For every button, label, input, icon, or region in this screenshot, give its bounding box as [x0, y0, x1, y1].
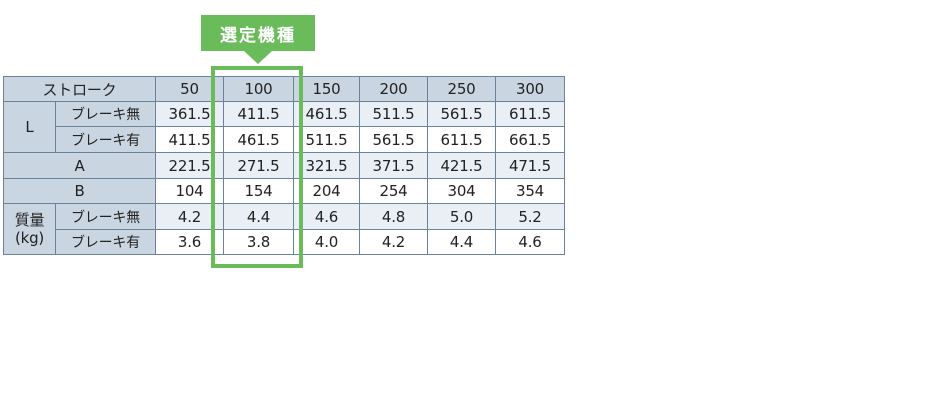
stroke-50-header: 50	[156, 77, 224, 102]
badge-pointer-arrow-icon	[244, 51, 272, 64]
row-label-A: A	[4, 153, 156, 179]
table-cell: 4.2	[156, 204, 224, 230]
table-cell: 3.6	[156, 230, 224, 255]
table-cell: 4.4	[428, 230, 496, 255]
mass-label: 質量	[14, 211, 45, 229]
table-cell: 304	[428, 179, 496, 204]
table-cell: 361.5	[156, 102, 224, 127]
selected-model-badge: 選定機種	[201, 15, 315, 51]
row-group-L: L	[4, 102, 56, 153]
table-cell: 471.5	[496, 153, 565, 179]
stroke-200-header: 200	[360, 77, 428, 102]
table-cell: 611.5	[428, 127, 496, 153]
table-cell: 3.8	[224, 230, 294, 255]
table-cell: 461.5	[224, 127, 294, 153]
stroke-150-header: 150	[294, 77, 360, 102]
table-cell: 561.5	[360, 127, 428, 153]
table-cell: 204	[294, 179, 360, 204]
row-label-brake-none: ブレーキ無	[56, 102, 156, 127]
row-group-mass: 質量 (kg)	[4, 204, 56, 255]
table-cell: 271.5	[224, 153, 294, 179]
table-cell: 4.4	[224, 204, 294, 230]
stroke-header: ストローク	[4, 77, 156, 102]
table-cell: 511.5	[294, 127, 360, 153]
table-cell: 421.5	[428, 153, 496, 179]
stroke-300-header: 300	[496, 77, 565, 102]
table-cell: 154	[224, 179, 294, 204]
row-label-brake-none: ブレーキ無	[56, 204, 156, 230]
table-cell: 104	[156, 179, 224, 204]
table-cell: 4.6	[294, 204, 360, 230]
row-label-B: B	[4, 179, 156, 204]
table-cell: 461.5	[294, 102, 360, 127]
table-cell: 611.5	[496, 102, 565, 127]
table-cell: 321.5	[294, 153, 360, 179]
table-cell: 221.5	[156, 153, 224, 179]
table-cell: 661.5	[496, 127, 565, 153]
stroke-100-header: 100	[224, 77, 294, 102]
table-cell: 511.5	[360, 102, 428, 127]
table-cell: 411.5	[156, 127, 224, 153]
table-cell: 4.2	[360, 230, 428, 255]
table-cell: 254	[360, 179, 428, 204]
table-cell: 5.0	[428, 204, 496, 230]
table-cell: 4.6	[496, 230, 565, 255]
table-cell: 411.5	[224, 102, 294, 127]
table-cell: 371.5	[360, 153, 428, 179]
row-label-brake-with: ブレーキ有	[56, 127, 156, 153]
mass-unit-label: (kg)	[14, 229, 45, 247]
table-cell: 4.0	[294, 230, 360, 255]
table-cell: 5.2	[496, 204, 565, 230]
stroke-250-header: 250	[428, 77, 496, 102]
table-cell: 354	[496, 179, 565, 204]
table-cell: 561.5	[428, 102, 496, 127]
table-cell: 4.8	[360, 204, 428, 230]
spec-table: ストローク 50 100 150 200 250 300 L ブレーキ無 361…	[3, 76, 565, 255]
row-label-brake-with: ブレーキ有	[56, 230, 156, 255]
